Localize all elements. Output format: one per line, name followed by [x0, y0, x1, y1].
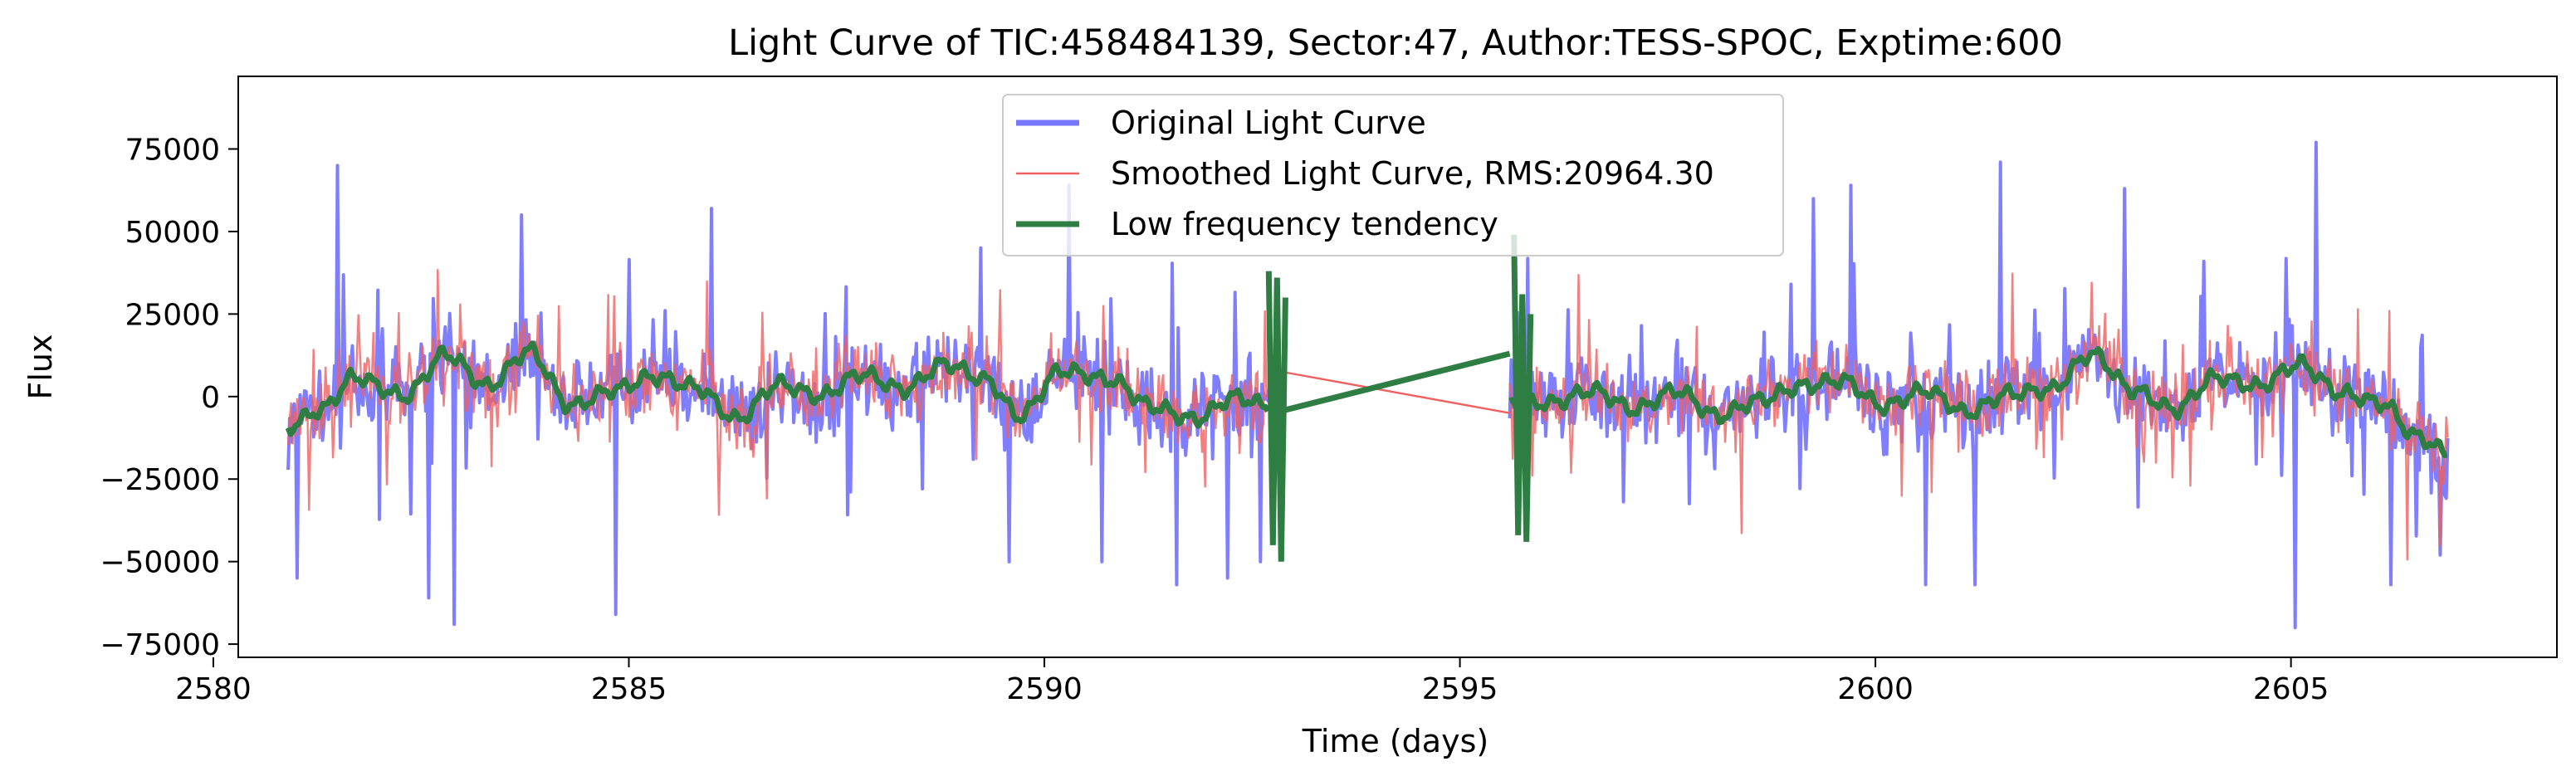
low-frequency-tendency-line	[1508, 345, 2448, 458]
y-axis-label: Flux	[22, 334, 59, 400]
smoothed-light-curve-gap-line	[1273, 369, 1510, 414]
y-tick-label: 50000	[125, 216, 220, 250]
legend-box	[1002, 94, 1784, 256]
x-tick-label: 2600	[1837, 672, 1914, 706]
y-tick-label: −75000	[100, 628, 220, 662]
low-frequency-tendency-edge-spikes	[1265, 234, 1534, 562]
plot-area	[285, 140, 2450, 630]
legend-label: Smoothed Light Curve, RMS:20964.30	[1111, 155, 1714, 192]
chart-legend: Original Light Curve Smoothed Light Curve…	[1002, 94, 1784, 256]
low-frequency-tendency-gap-line	[1272, 350, 1511, 417]
plot-frame	[237, 76, 2558, 658]
legend-label: Low frequency tendency	[1111, 206, 1498, 242]
series-low-frequency-tendency	[285, 234, 2448, 562]
x-axis-label: Time (days)	[1302, 723, 1488, 759]
chart-title: Light Curve of TIC:458484139, Sector:47,…	[728, 22, 2063, 64]
y-axis-ticks: −75000 −50000 −25000 0 25000 50000 75000	[100, 134, 238, 662]
low-frequency-tendency-line	[285, 340, 1271, 437]
y-tick-label: 25000	[125, 298, 220, 332]
x-tick-label: 2585	[591, 672, 667, 706]
x-tick-label: 2590	[1006, 672, 1083, 706]
legend-label: Original Light Curve	[1111, 105, 1426, 141]
x-tick-label: 2605	[2253, 672, 2329, 706]
y-tick-label: −50000	[100, 546, 220, 580]
y-tick-label: 0	[201, 381, 220, 415]
y-tick-label: −25000	[100, 463, 220, 497]
x-axis-ticks: 2580 2585 2590 2595 2600 2605	[175, 657, 2329, 706]
y-tick-label: 75000	[125, 134, 220, 168]
x-tick-label: 2595	[1422, 672, 1498, 706]
x-tick-label: 2580	[175, 672, 252, 706]
